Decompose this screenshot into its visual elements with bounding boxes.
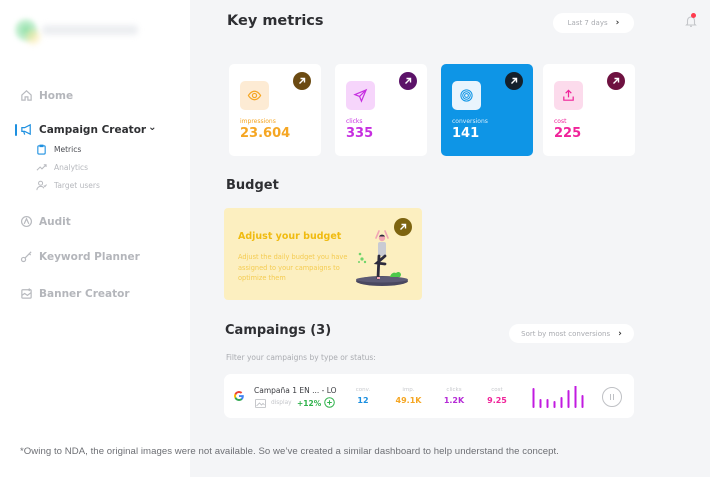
chevron-right-icon: › [618,328,622,339]
clipboard-icon [37,144,46,155]
logo-mark-accent [26,30,40,44]
image-icon [255,399,266,408]
date-range-selector[interactable]: Last 7 days › [553,13,634,33]
sidebar-item-label: Banner Creator [39,287,130,300]
arrow-up-right-icon [405,77,412,84]
yoga-person-illustration [356,230,408,286]
metric-label: conversions [452,118,488,125]
sidebar-item-label: Campaign Creator [39,123,147,136]
eye-icon [247,90,262,101]
sidebar-item-home[interactable]: Home [20,89,73,102]
key-icon [20,251,32,263]
stat-value: 12 [357,396,369,405]
sidebar-item-banner-creator[interactable]: Banner Creator [20,287,130,300]
upload-icon [563,89,574,101]
sidebar-subitem-label: Target users [54,181,100,190]
open-metric-button[interactable] [607,72,625,90]
brand-logo[interactable] [14,16,139,46]
metric-value: 335 [346,126,374,141]
home-icon [21,90,32,101]
metric-value: 23.604 [240,126,291,141]
sidebar-subitem-metrics[interactable]: Metrics [36,144,81,155]
metric-value: 225 [554,126,582,141]
open-metric-button[interactable] [293,72,311,90]
sidebar-item-label: Home [39,89,74,102]
stat-label: cost [491,387,503,393]
arrow-up-right-icon [299,77,306,84]
send-icon [353,88,368,103]
stat-conversions: conv. 12 [354,387,372,405]
campaigns-section-title: Campaings (3) [225,323,332,338]
trend-icon [36,164,47,171]
campaign-trend: +12% [297,399,322,408]
metric-icon-box [346,81,375,110]
open-metric-button[interactable] [399,72,417,90]
banner-icon [21,288,32,299]
metric-icon-box [554,81,583,110]
campaign-name[interactable]: Campaña 1 EN ... - LO [254,386,337,395]
active-indicator [15,124,17,136]
metric-card-clicks[interactable]: clicks 335 [335,64,427,156]
stat-value: 1.2K [443,396,465,405]
budget-card-description: Adjust the daily budget you have assigne… [238,253,348,282]
page-title: Key metrics [227,13,324,29]
sidebar-subitem-target-users[interactable]: Target users [36,180,100,191]
open-metric-button[interactable] [505,72,523,90]
pause-icon-bar [609,394,611,400]
open-budget-button[interactable] [394,218,412,236]
campaign-type: display [271,400,292,406]
metric-label: cost [554,118,567,125]
metric-icon-box [452,81,481,110]
budget-card[interactable]: Adjust your budget Adjust the daily budg… [224,208,422,300]
stat-value: 49.1K [395,396,422,405]
filter-hint: Filter your campaigns by type or status: [226,353,376,362]
stat-label: clicks [446,387,462,393]
metric-value: 141 [452,126,480,141]
plus-circle-icon[interactable] [324,397,335,408]
stat-cost: cost 9.25 [486,387,508,405]
sidebar-item-audit[interactable]: Audit [20,215,71,228]
sidebar-item-keyword-planner[interactable]: Keyword Planner [20,250,140,263]
chevron-right-icon: › [615,18,620,28]
sort-selector[interactable]: Sort by most conversions › [509,324,634,343]
arrow-up-right-icon [511,77,518,84]
megaphone-icon [21,123,31,136]
sparkline-bar-chart [532,386,584,408]
google-icon [234,391,244,401]
stat-label: imp. [402,387,415,393]
sidebar-subitem-label: Analytics [54,163,89,172]
metric-card-impressions[interactable]: impressions 23.604 [229,64,321,156]
budget-section-title: Budget [226,178,279,193]
users-icon [36,180,47,191]
logo-wordmark [42,25,138,35]
arrow-up-right-icon [400,223,407,230]
audit-icon [20,215,33,228]
campaign-row[interactable]: Campaña 1 EN ... - LO display +12% conv.… [224,374,634,418]
stat-impressions: imp. 49.1K [395,387,422,405]
stat-value: 9.25 [487,396,507,405]
chevron-down-icon[interactable]: ⌄ [148,121,157,133]
metric-card-conversions[interactable]: conversions 141 [441,64,533,156]
sort-label: Sort by most conversions [521,329,611,338]
metric-icon-box [240,81,269,110]
sidebar-item-campaign-creator[interactable]: Campaign Creator ⌄ [20,121,157,136]
arrow-up-right-icon [613,77,620,84]
date-range-label: Last 7 days [567,19,608,27]
nda-footnote: *Owing to NDA, the original images were … [20,446,559,457]
sidebar-item-label: Keyword Planner [39,250,140,263]
sidebar-item-label: Audit [39,215,71,228]
metric-label: clicks [346,118,363,125]
budget-card-title: Adjust your budget [238,231,342,242]
target-icon [460,89,473,102]
pause-button[interactable] [602,387,622,407]
sidebar-subitem-analytics[interactable]: Analytics [36,162,88,173]
sidebar: Home Campaign Creator ⌄ Metrics Analytic… [0,0,190,477]
pause-icon-bar [613,394,615,400]
metric-card-cost[interactable]: cost 225 [543,64,635,156]
metric-label: impressions [240,118,276,125]
sidebar-subitem-label: Metrics [54,145,82,154]
stat-clicks: clicks 1.2K [442,387,466,405]
notification-badge [691,13,696,18]
stat-label: conv. [355,387,371,393]
